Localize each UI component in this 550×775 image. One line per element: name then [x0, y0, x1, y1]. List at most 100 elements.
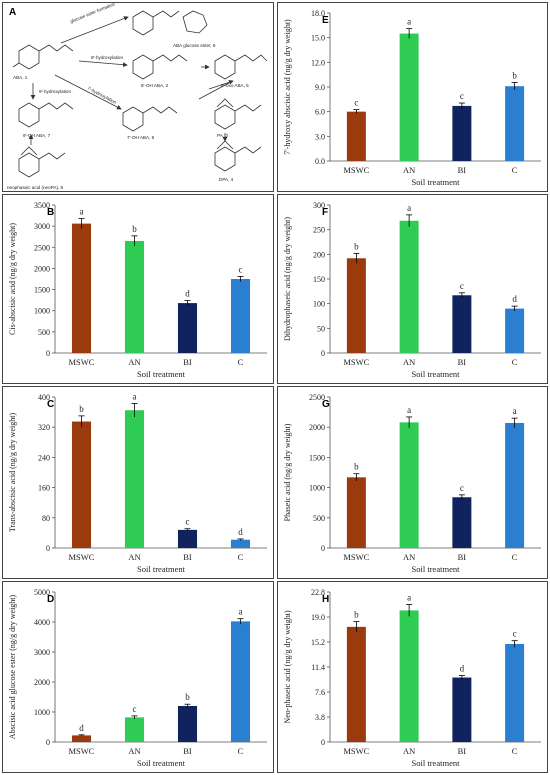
significance-letter: b: [354, 610, 359, 620]
y-axis-label: 7'-hydroxy abscisic acid (ng/g dry weigh…: [283, 19, 292, 155]
panel-d-chart: D 0 1000 2000 3000 4000 5000 Abscisic acid gluc…: [2, 581, 274, 773]
x-tick-label: AN: [128, 746, 140, 756]
bar-an: [399, 610, 419, 742]
y-tick-label: 3000: [34, 648, 50, 657]
x-tick-label: BI: [458, 357, 467, 367]
y-tick-label: 0: [46, 544, 50, 553]
bar-bi: [452, 677, 472, 742]
x-tick-label: MSWC: [343, 165, 369, 175]
y-tick-label: 1000: [309, 484, 325, 493]
x-tick-label: BI: [458, 552, 467, 562]
x-tick-label: C: [512, 552, 518, 562]
y-axis-label: Trans-abscisic acid (ng/g dry weight): [8, 413, 17, 533]
significance-letter: c: [460, 91, 464, 101]
bar-c: [230, 539, 251, 548]
bar-an: [399, 33, 419, 161]
panel-f-chart: F 0 50 100 150 200 250 300 Dihydrophaseic acid (…: [277, 194, 548, 384]
node-dpa: DPA, 4: [219, 177, 234, 182]
panel-label: H: [322, 594, 329, 605]
chart-cis-aba: B 0 500 1000 1500 2000 2500 3000 3500 Cis-abscisi…: [8, 201, 267, 379]
significance-letter: a: [239, 607, 243, 617]
bar-c: [230, 621, 251, 742]
chart-trans-aba: C 0 80 160 240 320 400 Trans-abscisic acid (ng/…: [8, 391, 267, 574]
bar-an: [124, 240, 145, 353]
y-tick-label: 0: [321, 544, 325, 553]
bar-c: [230, 279, 251, 353]
x-tick-label: AN: [403, 357, 415, 367]
panel-e-chart: E 0.0 3.0 6.0 9.0 12.0 15.0 18.0 7'-hydroxy absc…: [277, 2, 548, 192]
node-9oh-aba: 9'-OH ABA, 7: [23, 133, 51, 138]
panel-c-chart: C 0 80 160 240 320 400 Trans-abscisic acid (ng/…: [2, 386, 274, 579]
x-tick-label: MSWC: [69, 746, 95, 756]
chart-pa: G 0 500 1000 1500 2000 2500 Phaseic acid (ng/g …: [283, 393, 541, 574]
significance-letter: d: [185, 289, 190, 299]
panel-g-chart: G 0 500 1000 1500 2000 2500 Phaseic acid (ng/g …: [277, 386, 548, 579]
panel-label: G: [322, 399, 330, 410]
structure-dpa: [214, 140, 262, 172]
y-axis-label: Neo-phaseic acid (ng/g dry weight): [283, 610, 292, 724]
bar-bi: [452, 497, 472, 548]
significance-letter: c: [354, 98, 358, 108]
significance-letter: a: [407, 593, 411, 603]
y-axis-label: Cis-abscisic acid (ng/g dry weight): [8, 223, 17, 335]
edge-9-hydroxylation: 9'-hydroxylation: [39, 89, 71, 94]
x-tick-label: AN: [403, 165, 415, 175]
y-tick-label: 160: [38, 484, 50, 493]
significance-letter: c: [133, 704, 137, 714]
panel-label: D: [47, 594, 54, 605]
y-tick-label: 3.0: [315, 132, 325, 141]
bar-c: [505, 422, 525, 548]
pathway-arrows: [31, 16, 233, 145]
y-tick-label: 0: [46, 738, 50, 747]
chart-aba-ge: D 0 1000 2000 3000 4000 5000 Abscisic acid gluc…: [8, 588, 267, 768]
pathway-diagram: ABA, 1 ABA glucose ester, 9 8'-OH ABA, 2…: [7, 3, 268, 190]
significance-letter: b: [354, 241, 359, 251]
y-tick-label: 4000: [34, 618, 50, 627]
y-tick-label: 19.0: [311, 613, 325, 622]
panel-label: E: [322, 15, 329, 26]
significance-letter: a: [513, 406, 517, 416]
x-tick-label: C: [238, 357, 244, 367]
bar-an: [124, 410, 145, 548]
structure-9oh-aba: [18, 102, 74, 128]
structure-neopa: [18, 146, 66, 178]
x-axis-label: Soil treatment: [412, 369, 461, 379]
x-tick-label: C: [512, 746, 518, 756]
significance-letter: a: [407, 17, 411, 27]
x-tick-label: C: [512, 165, 518, 175]
y-tick-label: 150: [313, 275, 325, 284]
significance-letter: d: [512, 294, 517, 304]
x-tick-label: BI: [183, 746, 192, 756]
x-tick-label: BI: [458, 746, 467, 756]
significance-letter: a: [133, 391, 137, 401]
y-tick-label: 0: [46, 349, 50, 358]
bar-bi: [177, 303, 198, 353]
y-tick-label: 100: [313, 300, 325, 309]
bar-mswc: [346, 111, 366, 161]
significance-letter: c: [186, 517, 190, 527]
x-tick-label: MSWC: [343, 746, 369, 756]
y-tick-label: 18.0: [311, 9, 325, 18]
x-axis-label: Soil treatment: [137, 758, 186, 768]
significance-letter: b: [79, 404, 84, 414]
y-tick-label: 3.8: [315, 713, 325, 722]
y-tick-label: 320: [38, 423, 50, 432]
y-tick-label: 11.4: [311, 663, 325, 672]
y-tick-label: 2000: [309, 423, 325, 432]
y-tick-label: 500: [38, 328, 50, 337]
structure-7oh-aba: [122, 106, 178, 132]
y-tick-label: 6.0: [315, 108, 325, 117]
bar-c: [505, 308, 525, 353]
x-tick-label: C: [238, 746, 244, 756]
y-tick-label: 250: [313, 226, 325, 235]
significance-letter: c: [239, 264, 243, 274]
y-tick-label: 0.0: [315, 157, 325, 166]
structure-pa: [214, 98, 262, 130]
panel-a-diagram: A: [2, 2, 274, 192]
bar-bi: [452, 105, 472, 161]
y-tick-label: 7.6: [315, 688, 325, 697]
y-axis-label: Abscisic acid glucose ester (ng/g dry we…: [8, 594, 17, 739]
edge-8-hydroxylation: 8'-hydroxylation: [91, 55, 123, 60]
y-tick-label: 1000: [34, 708, 50, 717]
structure-glucose-ester: [132, 10, 208, 36]
